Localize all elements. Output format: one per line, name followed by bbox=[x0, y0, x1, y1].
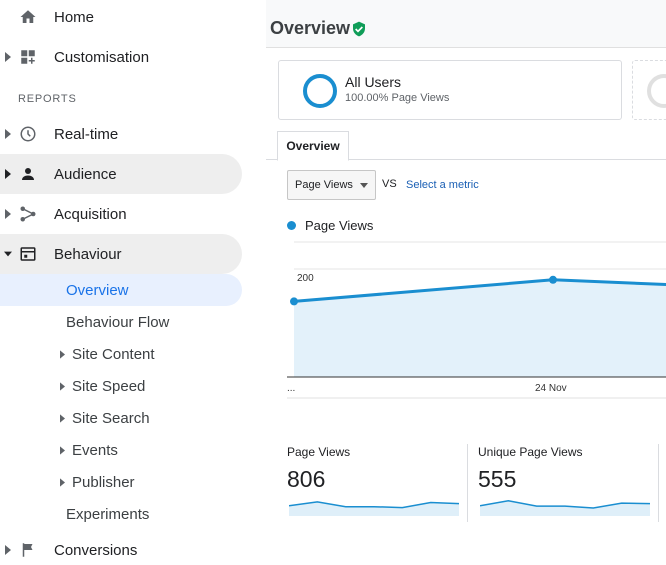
page-views-chart: 200100...24 Nov bbox=[287, 240, 666, 400]
section-label-reports: REPORTS bbox=[18, 93, 77, 105]
caret-right-icon bbox=[60, 445, 66, 455]
sidebar-item-audience[interactable]: Audience bbox=[0, 154, 242, 194]
dropdown-arrow-icon bbox=[360, 183, 368, 188]
sparkline-line bbox=[289, 501, 459, 509]
sparkline-line bbox=[480, 499, 650, 509]
sparkline-area bbox=[289, 501, 459, 516]
segment-ring-icon bbox=[647, 74, 666, 108]
sidebar-item-site-speed[interactable]: Site Speed bbox=[0, 370, 242, 402]
y-tick-label: 200 bbox=[297, 273, 314, 284]
caret-right-icon bbox=[4, 209, 12, 219]
segment-ring-icon bbox=[303, 74, 337, 108]
sparkline bbox=[289, 501, 459, 516]
clock-icon bbox=[19, 125, 37, 143]
scorecard-divider bbox=[467, 444, 468, 522]
sidebar-item-label: Audience bbox=[54, 165, 117, 183]
page-header: Overview bbox=[266, 0, 666, 48]
sidebar-item-realtime[interactable]: Real-time bbox=[0, 114, 242, 154]
x-tick-label: 24 Nov bbox=[535, 383, 567, 394]
person-icon bbox=[19, 165, 37, 183]
sidebar-item-behaviour-overview[interactable]: Overview bbox=[0, 274, 242, 306]
scorecard-divider bbox=[658, 444, 659, 522]
caret-right-icon bbox=[4, 169, 12, 179]
metric-dropdown-value: Page Views bbox=[295, 179, 353, 191]
sidebar-item-customisation[interactable]: Customisation bbox=[0, 37, 242, 77]
dashboard-icon bbox=[19, 48, 37, 66]
sidebar-item-site-search[interactable]: Site Search bbox=[0, 402, 242, 434]
sidebar-item-experiments[interactable]: Experiments bbox=[0, 498, 242, 530]
sidebar-item-label: Site Content bbox=[72, 345, 155, 363]
scorecard-unique-page-views[interactable]: Unique Page Views 555 bbox=[478, 444, 653, 524]
legend-marker bbox=[287, 221, 296, 230]
caret-right-icon bbox=[60, 381, 66, 391]
sidebar-item-events[interactable]: Events bbox=[0, 434, 242, 466]
flag-icon bbox=[19, 541, 37, 559]
tab-overview[interactable]: Overview bbox=[277, 131, 349, 161]
select-metric-link[interactable]: Select a metric bbox=[406, 179, 479, 191]
x-tick-label: ... bbox=[287, 383, 295, 394]
sidebar-item-label: Customisation bbox=[54, 48, 150, 66]
add-segment-card[interactable] bbox=[632, 60, 666, 120]
behaviour-icon bbox=[19, 245, 37, 263]
scorecard-label: Unique Page Views bbox=[478, 445, 583, 459]
legend-label: Page Views bbox=[305, 218, 374, 233]
sidebar-item-label: Behaviour Flow bbox=[66, 313, 170, 331]
vs-label: VS bbox=[382, 178, 397, 190]
sidebar-item-label: Conversions bbox=[54, 541, 138, 559]
sidebar-item-label: Publisher bbox=[72, 473, 135, 491]
sidebar-item-label: Site Speed bbox=[72, 377, 146, 395]
scorecard-value: 555 bbox=[478, 466, 517, 492]
sidebar-item-site-content[interactable]: Site Content bbox=[0, 338, 242, 370]
metric-dropdown[interactable]: Page Views bbox=[287, 170, 376, 200]
sidebar-item-label: Overview bbox=[66, 281, 129, 299]
sparkline bbox=[480, 499, 650, 516]
sidebar-item-label: Behaviour bbox=[54, 245, 122, 263]
segment-name: All Users bbox=[345, 74, 402, 90]
home-icon bbox=[19, 8, 37, 26]
data-point[interactable] bbox=[290, 297, 298, 306]
caret-right-icon bbox=[4, 52, 12, 62]
sidebar-item-publisher[interactable]: Publisher bbox=[0, 466, 242, 498]
report-tabs: Overview bbox=[266, 130, 666, 161]
sidebar-item-label: Real-time bbox=[54, 125, 119, 143]
sidebar-item-behaviour-flow[interactable]: Behaviour Flow bbox=[0, 306, 242, 338]
sidebar-nav: Home Customisation REPORTS Real-time Aud… bbox=[0, 0, 266, 565]
caret-right-icon bbox=[4, 129, 12, 139]
sidebar-item-label: Site Search bbox=[72, 409, 150, 427]
sidebar-item-label: Acquisition bbox=[54, 205, 127, 223]
scorecard-value: 806 bbox=[287, 466, 326, 492]
sidebar-item-conversions[interactable]: Conversions bbox=[0, 530, 242, 565]
caret-right-icon bbox=[4, 545, 12, 555]
caret-right-icon bbox=[60, 349, 66, 359]
segment-card-all-users[interactable]: All Users 100.00% Page Views bbox=[278, 60, 622, 120]
scorecard-label: Page Views bbox=[287, 445, 351, 459]
scorecard-page-views[interactable]: Page Views 806 bbox=[287, 444, 462, 524]
caret-right-icon bbox=[60, 477, 66, 487]
caret-down-icon bbox=[4, 249, 12, 259]
segment-percentage: 100.00% Page Views bbox=[345, 92, 450, 104]
data-point[interactable] bbox=[549, 275, 557, 284]
series-area bbox=[294, 279, 666, 377]
caret-right-icon bbox=[60, 413, 66, 423]
sidebar-item-label: Events bbox=[72, 441, 118, 459]
acquisition-icon bbox=[19, 205, 37, 223]
sidebar-item-label: Experiments bbox=[66, 505, 150, 523]
main-content: Overview All Users 100.00% Page Views Ov… bbox=[266, 0, 666, 565]
sparkline-area bbox=[480, 500, 650, 516]
chart-svg: 200100...24 Nov bbox=[287, 241, 666, 399]
page-title: Overview bbox=[270, 18, 351, 38]
sidebar-item-home[interactable]: Home bbox=[0, 0, 242, 37]
sidebar-item-label: Home bbox=[54, 8, 95, 26]
sidebar-item-acquisition[interactable]: Acquisition bbox=[0, 194, 242, 234]
sidebar-item-behaviour[interactable]: Behaviour bbox=[0, 234, 242, 274]
verified-shield-icon bbox=[353, 21, 365, 37]
